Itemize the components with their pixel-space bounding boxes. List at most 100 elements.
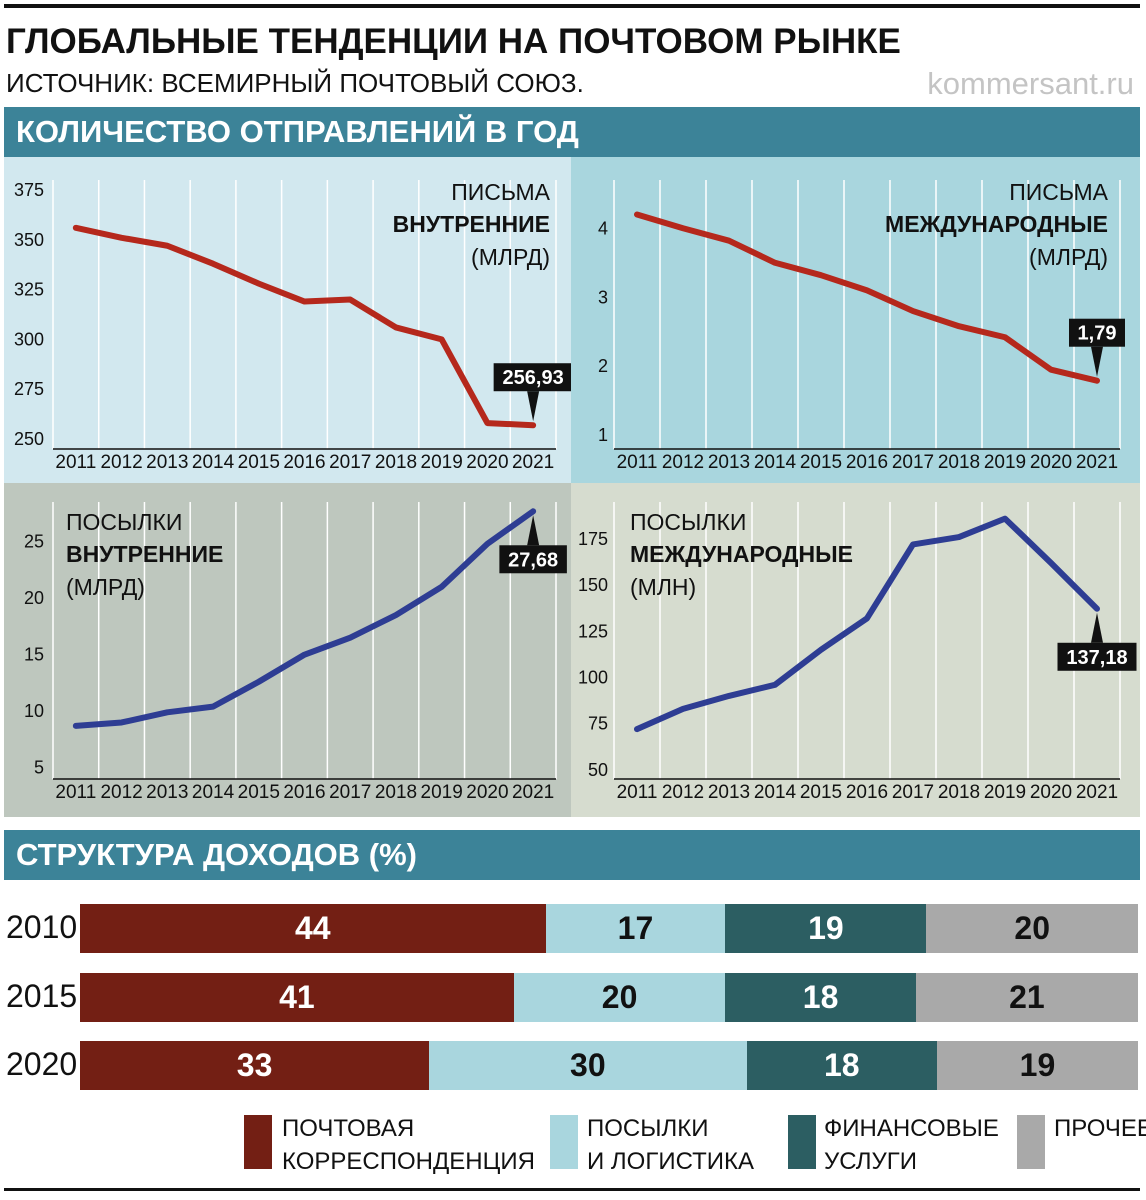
bar-segment: 30 — [429, 1041, 747, 1090]
x-tick-label: 2012 — [662, 452, 704, 473]
y-tick-label: 150 — [578, 575, 608, 595]
bar-row-label: 2010 — [6, 909, 78, 945]
legend-label: ПОСЫЛКИ И ЛОГИСТИКА — [587, 1112, 754, 1178]
source-note: ИСТОЧНИК: ВСЕМИРНЫЙ ПОЧТОВЫЙ СОЮЗ. — [6, 68, 584, 98]
legend-label-line: ФИНАНСОВЫЕ — [824, 1115, 999, 1142]
x-tick-label: 2021 — [512, 452, 554, 473]
chart-label-type: ПОСЫЛКИ — [66, 509, 182, 535]
x-tick-label: 2012 — [100, 452, 142, 473]
legend-swatch — [550, 1115, 578, 1169]
y-tick-label: 15 — [24, 645, 44, 665]
legend-label: ПОЧТОВАЯ КОРРЕСПОНДЕНЦИЯ — [282, 1112, 535, 1178]
legend-label: ФИНАНСОВЫЕ УСЛУГИ — [824, 1112, 999, 1178]
callout-pointer — [1091, 612, 1103, 643]
legend-label: ПРОЧЕЕ — [1054, 1112, 1146, 1145]
callout-value: 256,93 — [503, 367, 564, 389]
x-tick-label: 2011 — [617, 452, 658, 473]
x-tick-label: 2017 — [892, 782, 934, 803]
section-title-volume: КОЛИЧЕСТВО ОТПРАВЛЕНИЙ В ГОД — [4, 107, 1140, 157]
x-tick-label: 2020 — [1030, 782, 1072, 803]
x-tick-label: 2016 — [846, 782, 888, 803]
top-rule — [4, 4, 1140, 8]
y-tick-label: 20 — [24, 588, 44, 608]
callout-pointer — [1091, 346, 1103, 377]
x-tick-label: 2016 — [283, 452, 325, 473]
x-tick-label: 2020 — [1030, 452, 1072, 473]
x-tick-label: 2014 — [754, 452, 797, 473]
x-tick-label: 2021 — [1076, 452, 1118, 473]
chart-label-kind: ВНУТРЕННИЕ — [66, 541, 223, 567]
x-tick-label: 2021 — [512, 782, 554, 803]
y-tick-label: 4 — [598, 218, 608, 238]
callout-box — [499, 545, 567, 574]
x-tick-label: 2015 — [238, 782, 280, 803]
legend-label-line: ПОСЫЛКИ — [587, 1115, 709, 1142]
x-tick-label: 2019 — [984, 452, 1026, 473]
chart-label-unit: (МЛРД) — [1029, 244, 1108, 270]
x-tick-label: 2019 — [984, 782, 1026, 803]
y-tick-label: 300 — [14, 329, 44, 349]
bar-segment: 41 — [80, 973, 514, 1022]
y-tick-label: 5 — [34, 758, 44, 778]
chart-label-kind: МЕЖДУНАРОДНЫЕ — [630, 541, 853, 567]
callout-box — [493, 363, 573, 392]
x-tick-label: 2013 — [146, 452, 188, 473]
x-tick-label: 2014 — [192, 452, 235, 473]
callout-value: 27,68 — [508, 549, 558, 571]
x-tick-label: 2018 — [938, 782, 980, 803]
x-tick-label: 2020 — [466, 782, 508, 803]
callout-value: 1,79 — [1078, 323, 1117, 345]
chart-panel-bg — [4, 157, 571, 483]
y-tick-label: 75 — [588, 714, 608, 734]
x-tick-label: 2012 — [662, 782, 704, 803]
bar-segment: 20 — [513, 973, 726, 1022]
page-title: ГЛОБАЛЬНЫЕ ТЕНДЕНЦИИ НА ПОЧТОВОМ РЫНКЕ — [6, 22, 901, 61]
legend-label-line: ПРОЧЕЕ — [1054, 1115, 1146, 1142]
y-tick-label: 350 — [14, 230, 44, 250]
chart-panel-bg — [571, 157, 1140, 483]
x-tick-label: 2015 — [800, 782, 842, 803]
legend-label-line: УСЛУГИ — [824, 1148, 918, 1175]
legend-label-line: И ЛОГИСТИКА — [587, 1148, 755, 1175]
y-tick-label: 175 — [578, 529, 608, 549]
bar-segment: 44 — [80, 904, 546, 953]
x-tick-label: 2015 — [800, 452, 842, 473]
bar-segment: 17 — [545, 904, 726, 953]
section-title-revenue: СТРУКТУРА ДОХОДОВ (%) — [4, 830, 1140, 880]
chart-label-unit: (МЛРД) — [471, 244, 550, 270]
x-tick-label: 2017 — [892, 452, 934, 473]
legend-swatch — [244, 1115, 272, 1169]
y-tick-label: 375 — [14, 180, 44, 200]
x-tick-label: 2018 — [375, 782, 417, 803]
chart-label-kind: МЕЖДУНАРОДНЫЕ — [885, 211, 1108, 237]
y-tick-label: 10 — [24, 701, 44, 721]
y-tick-label: 100 — [578, 667, 608, 687]
bar-row-label: 2020 — [6, 1046, 78, 1082]
callout-box — [1057, 642, 1137, 671]
x-tick-label: 2011 — [55, 452, 96, 473]
chart-label-type: ПИСЬМА — [1009, 179, 1108, 205]
bar-segment: 20 — [926, 904, 1138, 953]
chart-label-unit: (МЛН) — [630, 574, 696, 600]
x-tick-label: 2014 — [192, 782, 235, 803]
bar-row-label: 2015 — [6, 978, 78, 1014]
bottom-rule — [4, 1188, 1140, 1191]
legend-label-line: КОРРЕСПОНДЕНЦИЯ — [282, 1148, 535, 1175]
callout-pointer — [527, 515, 540, 546]
x-tick-label: 2013 — [708, 782, 750, 803]
bar-segment: 33 — [80, 1041, 430, 1090]
x-tick-label: 2018 — [375, 452, 417, 473]
chart-label-type: ПОСЫЛКИ — [630, 509, 746, 535]
callout-box — [1069, 318, 1125, 347]
x-tick-label: 2020 — [466, 452, 508, 473]
bar-segment: 21 — [915, 973, 1138, 1022]
callout-pointer — [527, 391, 540, 422]
chart-panel-bg — [571, 483, 1140, 817]
x-tick-label: 2017 — [329, 452, 371, 473]
bar-segment: 18 — [746, 1041, 937, 1090]
chart-label-kind: ВНУТРЕННИЕ — [393, 211, 550, 237]
y-tick-label: 1 — [598, 425, 608, 445]
